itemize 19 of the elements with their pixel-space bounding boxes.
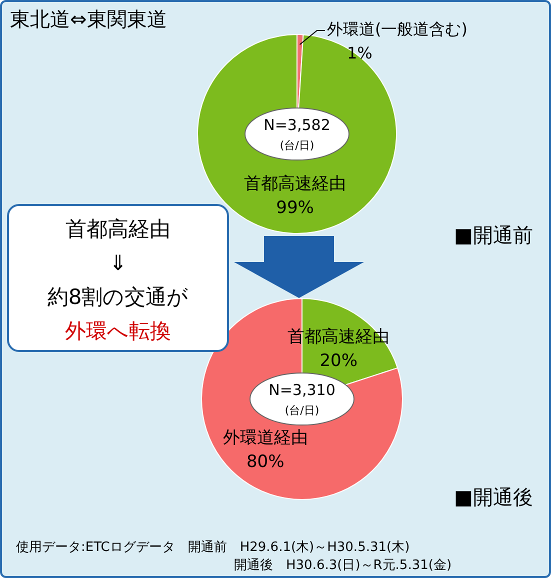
- text: (台/日): [280, 138, 314, 152]
- data-label: 80%: [246, 452, 284, 472]
- text: 約8割の交通が: [46, 284, 190, 311]
- slice-label: 外環道経由: [222, 428, 308, 448]
- slice-label: 外環道(一般道含む): [327, 20, 468, 39]
- text: 開通後 H30.6.3(日)～R元.5.31(金): [234, 557, 452, 574]
- data-label: 99%: [276, 198, 314, 218]
- text: 使用データ:ETCログデータ 開通前 H29.6.1(木)～H30.5.31(木): [16, 539, 410, 556]
- text: ■開通前: [454, 222, 533, 249]
- slice-label: 首都高速経由: [244, 174, 346, 194]
- chart-title: 東北道⇔東関東道: [10, 6, 167, 33]
- text: ⇓: [108, 250, 128, 277]
- text: (台/日): [284, 404, 320, 417]
- text: N=3,582: [264, 116, 330, 134]
- text: 外環へ転換: [64, 318, 172, 345]
- text: 首都高経由: [64, 216, 172, 243]
- text: N=3,310: [268, 380, 336, 399]
- data-label: 20%: [320, 351, 358, 372]
- text: ■開通後: [454, 484, 533, 511]
